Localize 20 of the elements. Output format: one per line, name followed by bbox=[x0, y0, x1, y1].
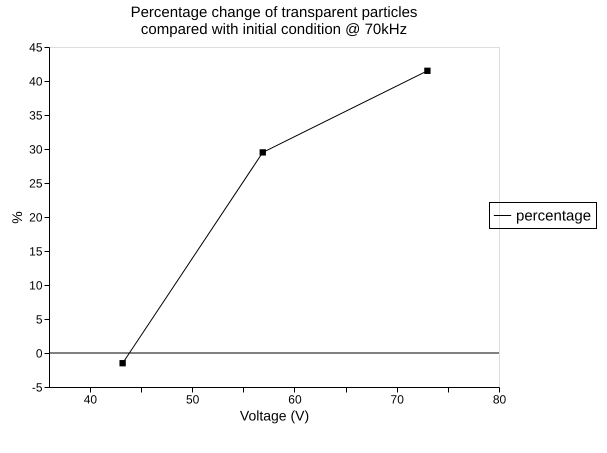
x-tick-label: 70 bbox=[390, 392, 404, 406]
y-tick-label: 45 bbox=[29, 40, 43, 54]
x-tick-label: 60 bbox=[288, 392, 302, 406]
y-tick-label: 30 bbox=[29, 142, 43, 156]
y-tick-label: 10 bbox=[29, 278, 43, 292]
y-tick-label: 5 bbox=[36, 312, 43, 326]
x-tick-label: 80 bbox=[492, 392, 506, 406]
y-tick-label: -5 bbox=[32, 380, 43, 394]
x-tick-label: 40 bbox=[84, 392, 98, 406]
x-axis-title: Voltage (V) bbox=[240, 408, 310, 424]
y-tick-label: 15 bbox=[29, 244, 43, 258]
y-axis-title: % bbox=[9, 211, 26, 224]
legend-label: percentage bbox=[516, 208, 592, 224]
y-tick-label: 35 bbox=[29, 108, 43, 122]
y-tick-label: 0 bbox=[36, 346, 43, 360]
y-tick-label: 40 bbox=[29, 74, 43, 88]
x-tick-label: 50 bbox=[186, 392, 200, 406]
y-tick-label: 25 bbox=[29, 176, 43, 190]
y-tick-label: 20 bbox=[29, 210, 43, 224]
chart-title: Percentage change of transparent particles compared with initial condition @ 70kHz bbox=[130, 4, 418, 38]
